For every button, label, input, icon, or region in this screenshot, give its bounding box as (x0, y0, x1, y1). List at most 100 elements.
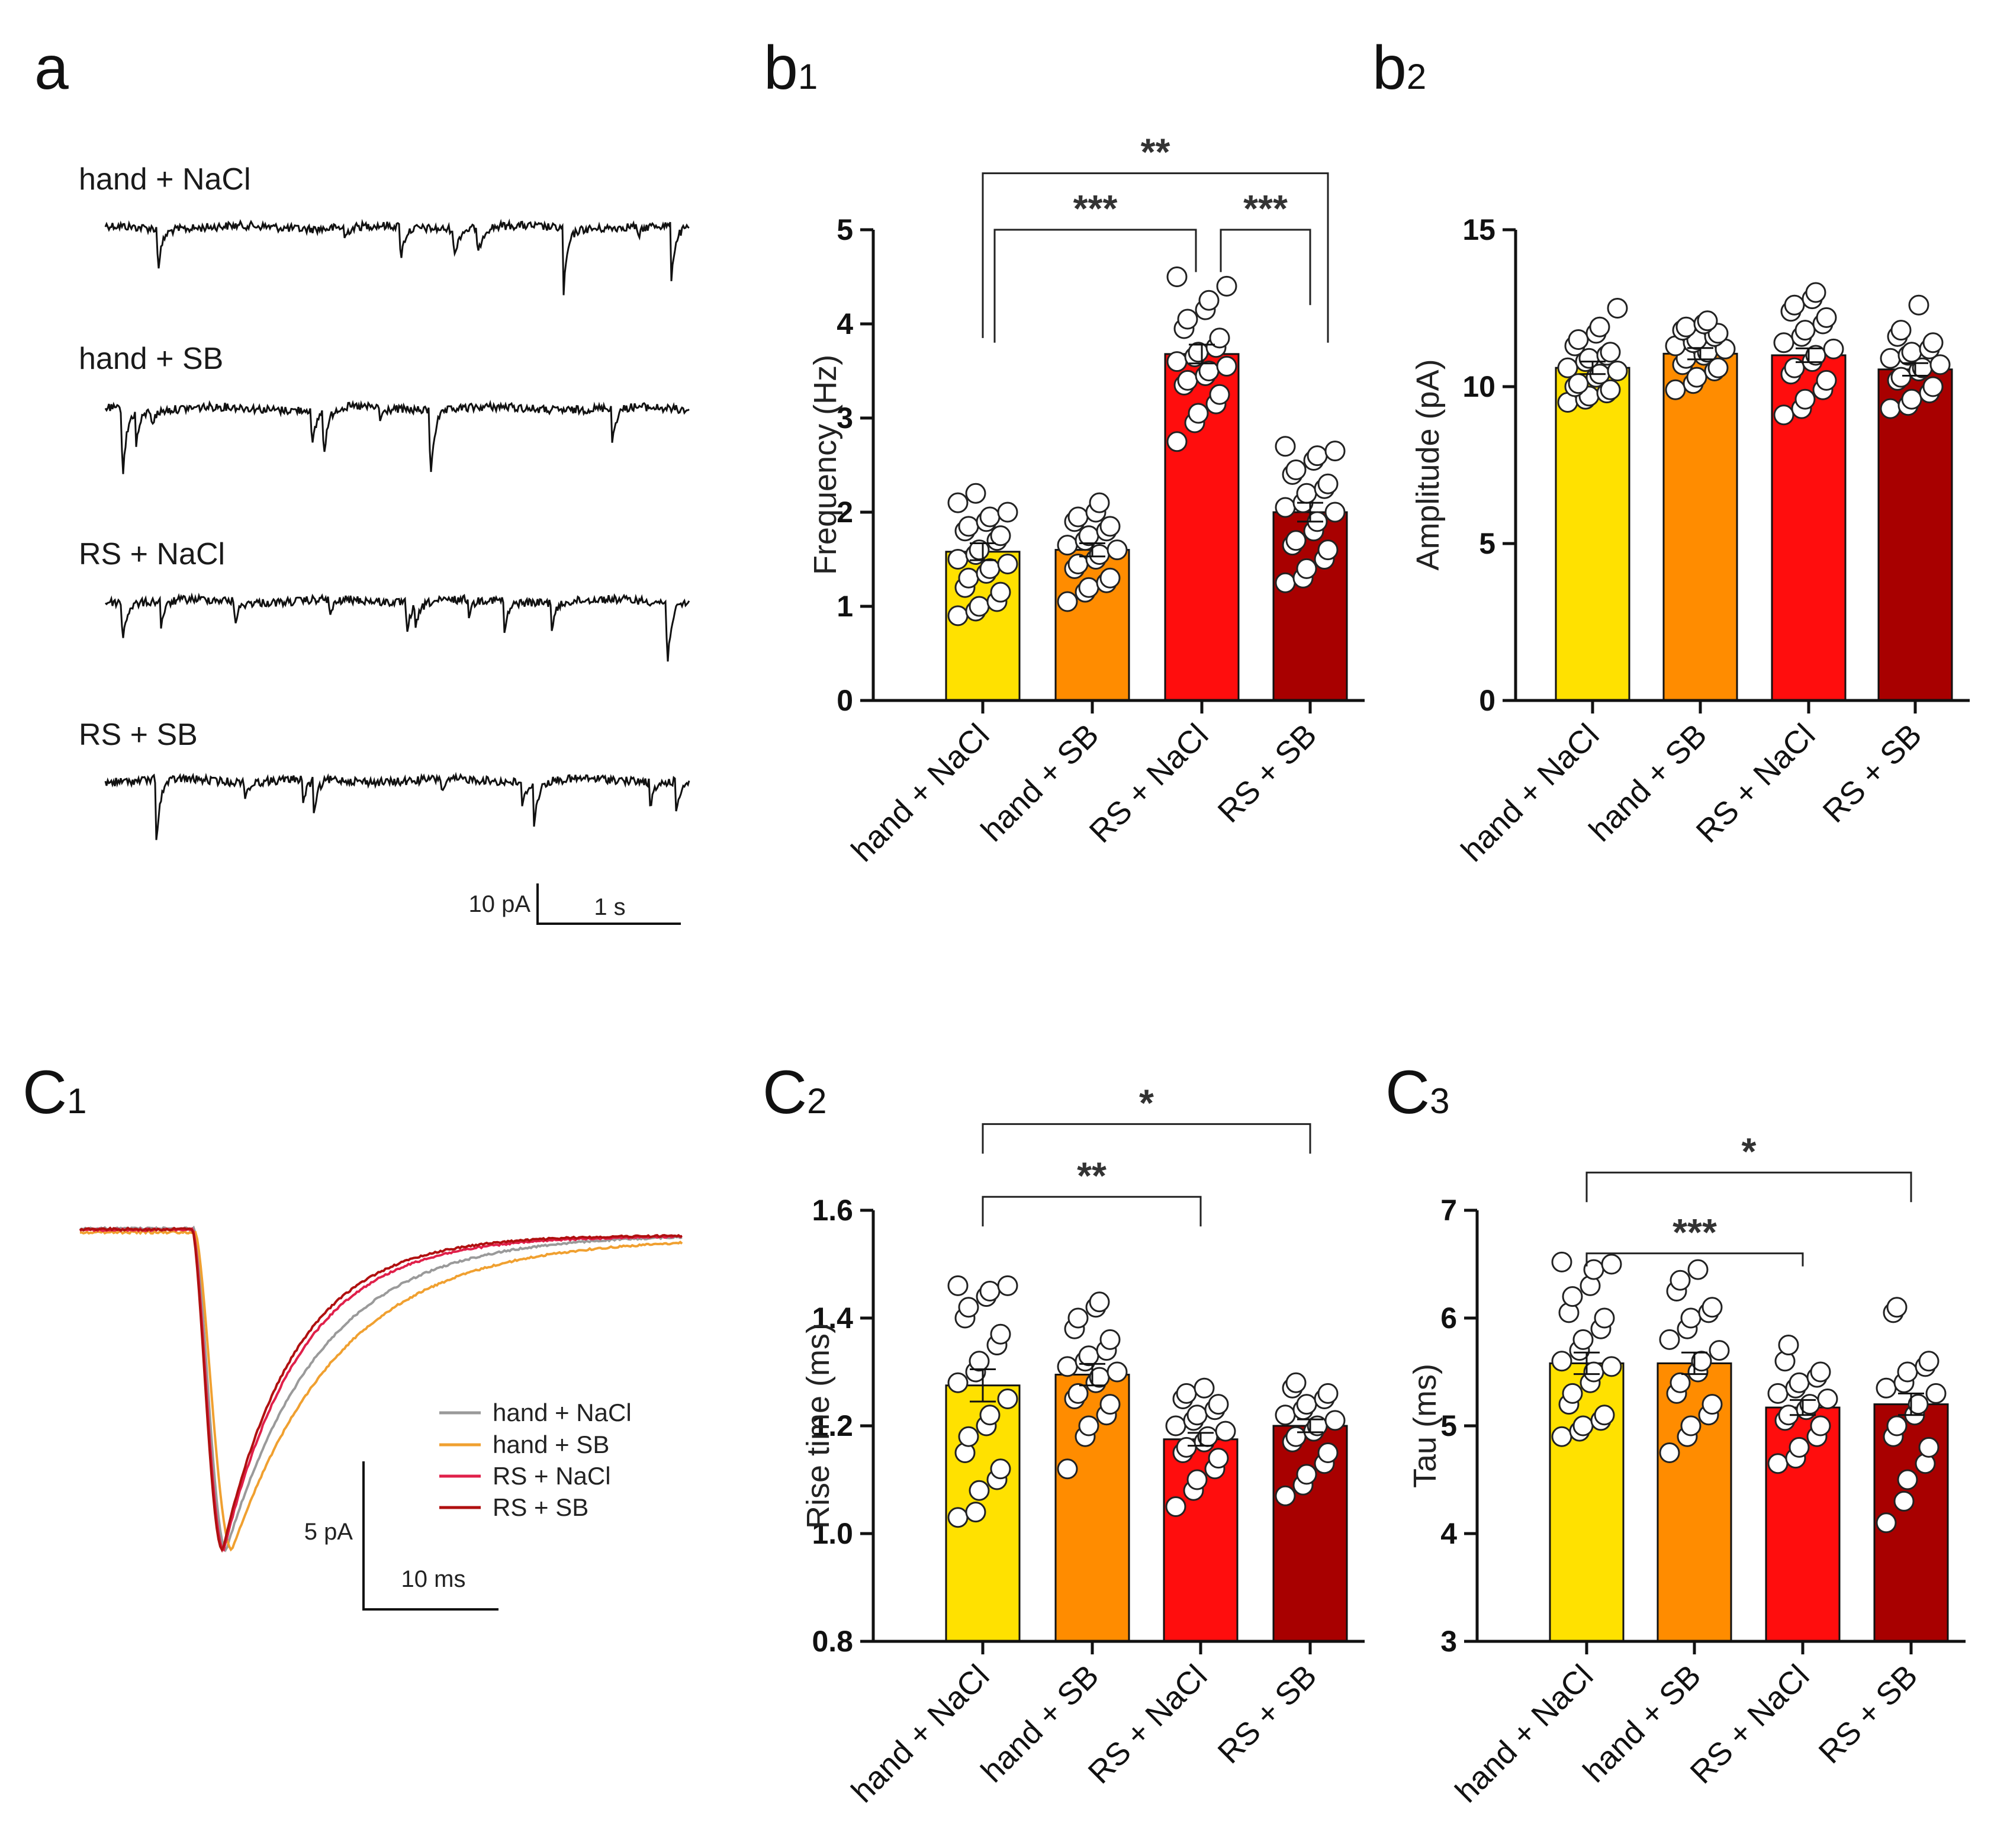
data-point-hand-sb (1709, 1340, 1730, 1361)
data-point-hand-sb (1078, 577, 1099, 598)
significance-bracket (1220, 229, 1311, 306)
data-point-rs-nacl (1767, 1383, 1789, 1404)
x-tick-label-rs-sb: RS + SB (1812, 1658, 1925, 1770)
error-bar-rs-nacl (1188, 1432, 1214, 1447)
data-point-hand-sb (1067, 1307, 1089, 1329)
y-tick-label: 0 (1479, 684, 1495, 717)
data-point-rs-sb (1908, 1394, 1929, 1415)
bar-rs-sb (1272, 1425, 1348, 1643)
error-bar-rs-sb (1902, 362, 1928, 377)
data-point-hand-sb (1702, 1394, 1723, 1415)
data-point-hand-nacl (947, 1507, 969, 1528)
data-point-rs-sb (1897, 1469, 1918, 1490)
data-point-rs-nacl (1794, 388, 1816, 410)
data-point-hand-sb (1057, 591, 1078, 612)
data-point-rs-nacl (1209, 327, 1230, 349)
legend-label-hand-nacl: hand + NaCl (493, 1399, 632, 1426)
data-point-rs-nacl (1198, 361, 1220, 381)
scale-label-pa: 10 pA (468, 891, 530, 917)
data-point-rs-sb (1886, 1415, 1908, 1436)
data-point-hand-nacl (965, 483, 986, 504)
data-point-rs-nacl (1177, 308, 1198, 330)
significance-bracket (993, 229, 1197, 343)
data-point-rs-nacl (1778, 1335, 1799, 1355)
data-point-rs-sb (1317, 1442, 1339, 1463)
data-point-rs-sb (1890, 367, 1912, 388)
data-point-hand-sb (1078, 525, 1099, 547)
data-point-rs-nacl (1794, 320, 1816, 341)
x-tick-label-hand-sb: hand + SB (974, 717, 1106, 849)
data-point-hand-nacl (947, 549, 969, 570)
data-point-hand-sb (1107, 1361, 1128, 1383)
data-point-rs-nacl (1194, 1377, 1215, 1399)
x-tick-label-rs-nacl: RS + NaCl (1684, 1658, 1816, 1791)
data-point-rs-sb (1893, 1490, 1915, 1512)
y-tick-label: 1.0 (812, 1517, 853, 1550)
x-tick-label-rs-sb: RS + SB (1211, 1658, 1324, 1770)
panel-letter: b (1372, 34, 1407, 102)
legend-label-hand-sb: hand + SB (493, 1431, 609, 1458)
data-point-rs-sb (1929, 354, 1951, 375)
y-tick-label: 1.6 (812, 1194, 853, 1227)
data-point-hand-sb (1659, 1442, 1680, 1463)
data-point-rs-nacl (1166, 266, 1188, 287)
data-point-rs-sb (1925, 1383, 1947, 1404)
panel-subscript: 1 (798, 57, 818, 97)
error-bar-rs-nacl (1790, 1399, 1816, 1416)
y-tick-label: 1.2 (812, 1409, 853, 1442)
data-point-hand-sb (1670, 1372, 1691, 1393)
data-point-rs-nacl (1216, 275, 1237, 297)
data-point-rs-nacl (1177, 369, 1198, 391)
data-point-hand-sb (1078, 1415, 1099, 1436)
data-point-rs-nacl (1816, 307, 1837, 328)
data-point-rs-nacl (1176, 1436, 1197, 1458)
data-point-hand-nacl (947, 605, 969, 626)
data-point-hand-nacl (1600, 342, 1621, 363)
data-point-hand-sb (1057, 1458, 1078, 1480)
x-tick-label-rs-nacl: RS + NaCl (1690, 717, 1822, 850)
data-point-rs-nacl (1789, 1372, 1810, 1393)
data-point-hand-nacl (990, 525, 1011, 547)
data-point-hand-nacl (958, 1297, 979, 1318)
y-tick-label: 15 (1462, 213, 1495, 246)
x-tick-label-rs-sb: RS + SB (1816, 717, 1929, 830)
panel-subscript: 2 (807, 1081, 826, 1121)
data-point-rs-sb (1880, 398, 1901, 419)
data-point-hand-nacl (1551, 1351, 1572, 1372)
data-point-hand-nacl (1557, 357, 1578, 378)
x-tick-label-rs-sb: RS + SB (1211, 717, 1324, 830)
data-point-rs-sb (1296, 558, 1317, 579)
data-point-rs-sb (1901, 388, 1922, 410)
y-tick-label: 4 (837, 307, 853, 340)
data-point-hand-nacl (1568, 329, 1589, 350)
data-point-hand-sb (1067, 1383, 1089, 1404)
legend: hand + NaCl hand + SB RS + NaCl RS + SB (439, 1399, 632, 1521)
data-point-hand-sb (1670, 1270, 1691, 1291)
data-point-rs-nacl (1216, 356, 1237, 377)
data-point-hand-sb (1665, 379, 1686, 400)
error-bar-hand-sb (1079, 542, 1105, 558)
bar-rs-nacl (1163, 1438, 1239, 1643)
data-point-rs-sb (1876, 1377, 1897, 1399)
y-axis-label: Rise time (ms) (800, 1323, 836, 1529)
y-axis-label: Frequency (Hz) (808, 355, 843, 575)
panel-label-c3: C3 (1385, 1058, 1449, 1127)
data-point-rs-sb (1886, 1297, 1908, 1318)
y-tick-label: 10 (1462, 370, 1495, 403)
data-point-rs-sb (1918, 1436, 1940, 1458)
error-bar-rs-sb (1898, 1392, 1924, 1416)
data-point-hand-nacl (1562, 1286, 1583, 1307)
y-tick-label: 4 (1440, 1517, 1457, 1550)
error-bar-hand-nacl (970, 542, 996, 561)
data-point-hand-nacl (1601, 1356, 1622, 1377)
data-point-rs-sb (1275, 1485, 1296, 1506)
scale-label-ms-c1: 10 ms (401, 1566, 466, 1592)
data-point-rs-sb (1901, 342, 1922, 363)
y-tick-label: 1.4 (812, 1301, 853, 1335)
data-point-hand-nacl (1600, 379, 1621, 400)
significance-label: ** (1077, 1154, 1107, 1197)
data-point-rs-sb (1890, 320, 1912, 341)
y-axis-label: Amplitude (pA) (1410, 359, 1446, 570)
